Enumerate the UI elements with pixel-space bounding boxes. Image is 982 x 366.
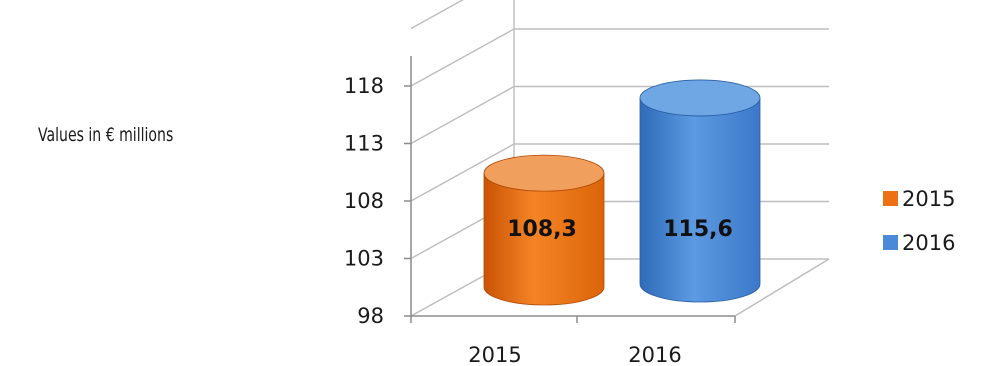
x-tick-label: 2015 xyxy=(468,343,521,366)
gridline-diagonal xyxy=(410,0,464,30)
bar-2016 xyxy=(639,97,761,303)
legend-label-2016: 2016 xyxy=(902,231,955,255)
bar-top-2016 xyxy=(639,79,761,117)
legend-swatch-2016 xyxy=(883,235,898,250)
x-tick-label: 2016 xyxy=(628,343,681,366)
y-tick-label: 108 xyxy=(344,189,384,213)
y-tick-label: 113 xyxy=(344,132,384,156)
gridline-diagonal xyxy=(410,85,515,145)
legend-swatch-2015 xyxy=(883,191,898,206)
bar-top-2015 xyxy=(483,154,605,192)
y-tick-label: 98 xyxy=(357,304,384,328)
y-tick-label: 118 xyxy=(344,74,384,98)
y-tick-label: 103 xyxy=(344,247,384,271)
legend-label-2015: 2015 xyxy=(902,187,955,211)
unit-note: Values in € millions xyxy=(38,124,174,146)
gridline-diagonal xyxy=(410,143,515,202)
floor-right-edge xyxy=(734,258,830,317)
gridline-diagonal xyxy=(410,28,515,87)
data-label-2015: 108,3 xyxy=(507,217,577,242)
data-label-2016: 115,6 xyxy=(663,217,733,242)
